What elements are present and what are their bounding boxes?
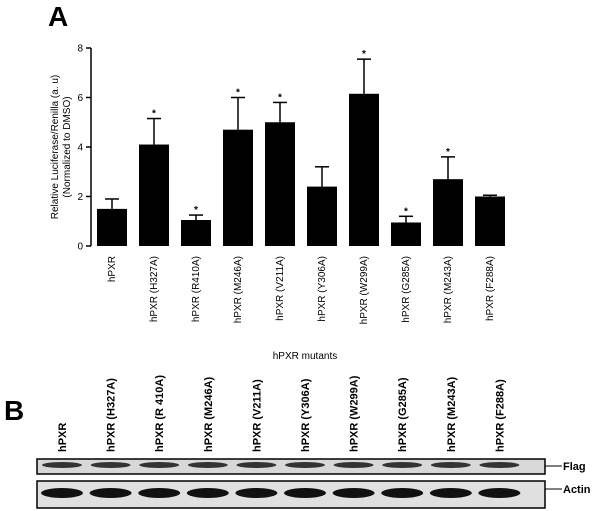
blot-band [381,488,424,498]
blot-band [90,462,131,468]
blot-band [479,462,520,468]
lane-label: hPXR (H327A) [106,378,118,452]
x-tick-label: hPXR (H327A) [149,256,160,322]
bar [349,93,379,246]
bar [181,220,211,246]
lane-label: hPXR (V211A) [251,379,263,452]
significance-marker: * [278,92,282,103]
y-tick-label: 6 [77,93,83,104]
blot-band [138,488,181,498]
x-tick-label: hPXR (R410A) [191,256,202,322]
y-tick-label: 4 [77,143,83,154]
x-tick-label: hPXR (Y306A) [317,256,328,322]
significance-marker: * [152,109,156,120]
panel-label: B [4,395,24,426]
panel-label: A [48,1,68,32]
blot-band [236,462,277,468]
lane-label: hPXR (R 410A) [154,375,166,452]
x-tick-label: hPXR (G285A) [401,256,412,323]
y-axis-title: Relative Luciferase/Renilla (a. u) [50,75,61,220]
blot-band [285,462,325,468]
x-tick-label: hPXR (F288A) [485,256,496,321]
x-tick-label: hPXR (V211A) [275,256,286,321]
bar [307,186,337,246]
significance-marker: * [194,205,198,216]
lane-label: hPXR (W299A) [349,375,361,452]
blot-band [333,462,374,468]
significance-marker: * [404,206,408,217]
bar [223,129,253,246]
significance-marker: * [236,88,240,99]
blot-band [89,488,132,498]
blot-band [187,462,228,468]
x-tick-label: hPXR (W299A) [359,256,370,324]
blot-band [41,488,83,498]
x-tick-label: hPXR (M243A) [443,256,454,323]
band-label: Flag [563,461,586,473]
bar [265,122,295,246]
significance-marker: * [446,147,450,158]
bar [139,144,169,246]
lane-label: hPXR (M243A) [446,376,458,452]
band-label: Actin [563,484,591,496]
significance-marker: * [362,49,366,60]
lane-label: hPXR [57,423,69,452]
lane-label: hPXR (G285A) [397,377,409,452]
x-axis-title: hPXR mutants [273,351,337,362]
x-tick-label: hPXR [107,256,118,282]
blot-band [430,462,471,468]
y-tick-label: 0 [77,242,83,253]
lane-label: hPXR (F288A) [494,379,506,452]
y-axis-title: (Normalized to DMSO) [62,96,73,197]
blot-band [42,462,82,468]
lane-label: hPXR (M246A) [203,376,215,452]
blot-band [186,488,229,498]
bar [97,208,127,246]
blot-band [284,488,326,498]
x-tick-label: hPXR (M246A) [233,256,244,323]
blot-band [235,488,278,498]
blot-band [332,488,375,498]
bar [433,179,463,246]
y-tick-label: 8 [77,44,83,55]
blot-band [478,488,521,498]
blot-band [139,462,180,468]
bar [391,222,421,246]
bar [475,196,505,246]
lane-label: hPXR (Y306A) [300,378,312,452]
y-tick-label: 2 [77,192,83,203]
blot-band [429,488,472,498]
blot-band [382,462,423,468]
